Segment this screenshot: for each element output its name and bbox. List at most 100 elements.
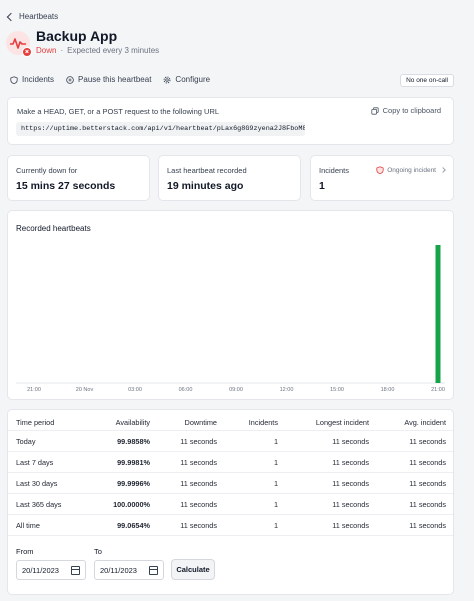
calculate-button[interactable]: Calculate — [171, 559, 215, 580]
x-tick-label: 20 Nov — [76, 387, 94, 393]
cell-avg-incident: 11 seconds — [409, 437, 446, 446]
column-header-availability: Availability — [115, 418, 150, 427]
row-divider — [8, 451, 453, 452]
column-header-time-period: Time period — [16, 418, 55, 427]
last-heartbeat-label: Last heartbeat recorded — [167, 166, 247, 175]
availability-table-card: Time period Availability Downtime Incidents… — [7, 409, 454, 595]
row-divider — [8, 514, 453, 515]
from-date-value: 20/11/2023 — [22, 566, 59, 575]
cell-incidents: 1 — [273, 521, 278, 530]
cell-downtime: 11 seconds — [180, 521, 217, 530]
cell-longest-incident: 11 seconds — [332, 479, 369, 488]
copy-to-clipboard-button[interactable]: Copy to clipboard — [371, 106, 441, 115]
cell-avg-incident: 11 seconds — [409, 521, 446, 530]
cell-downtime: 11 seconds — [180, 479, 217, 488]
url-instruction: Make a HEAD, GET, or a POST request to t… — [17, 107, 220, 116]
row-divider — [8, 472, 453, 473]
last-heartbeat-value: 19 minutes ago — [167, 180, 244, 192]
oncall-badge[interactable]: No one on-call — [400, 74, 454, 87]
chevron-left-icon — [6, 12, 16, 22]
cell-downtime: 11 seconds — [180, 458, 217, 467]
to-label: To — [94, 547, 102, 556]
calendar-icon — [149, 566, 158, 575]
stat-card-incidents: Incidents 1 Ongoing incident — [310, 155, 454, 201]
cell-longest-incident: 11 seconds — [332, 458, 369, 467]
heartbeat-status-icon — [6, 31, 32, 57]
down-for-label: Currently down for — [16, 166, 78, 175]
x-tick-label: 18:00 — [381, 387, 395, 393]
to-date-value: 20/11/2023 — [100, 566, 137, 575]
cell-avg-incident: 11 seconds — [409, 479, 446, 488]
x-tick-label: 21:00 — [431, 387, 445, 393]
heartbeat-url-card: Make a HEAD, GET, or a POST request to t… — [7, 97, 454, 145]
x-tick-label: 15:00 — [330, 387, 344, 393]
chevron-right-icon — [440, 167, 446, 173]
status-badge: Down — [36, 46, 57, 55]
column-header-avg-incident: Avg. incident — [404, 418, 446, 427]
incidents-count-value: 1 — [319, 180, 325, 192]
copy-icon — [371, 106, 379, 115]
copy-label: Copy to clipboard — [382, 106, 441, 115]
row-divider — [8, 430, 453, 431]
cell-downtime: 11 seconds — [180, 437, 217, 446]
cell-availability: 100.0000% — [113, 500, 150, 509]
x-tick-label: 09:00 — [229, 387, 243, 393]
cell-longest-incident: 11 seconds — [332, 437, 369, 446]
incidents-label: Incidents — [22, 75, 55, 84]
incidents-count-label: Incidents — [319, 166, 350, 175]
cell-avg-incident: 11 seconds — [409, 458, 446, 467]
x-tick-label: 03:00 — [128, 387, 142, 393]
breadcrumb[interactable]: Heartbeats — [6, 12, 59, 22]
cell-time-period: All time — [16, 521, 40, 530]
cell-incidents: 1 — [273, 479, 278, 488]
cell-time-period: Last 30 days — [16, 479, 58, 488]
shield-icon — [10, 75, 18, 84]
cell-incidents: 1 — [273, 437, 278, 446]
x-tick-label: 12:00 — [280, 387, 294, 393]
cell-time-period: Today — [16, 437, 36, 446]
from-date-input[interactable]: 20/11/2023 — [16, 560, 86, 580]
cell-availability: 99.9996% — [117, 479, 150, 488]
action-bar: Incidents Pause this heartbeat Configure — [10, 75, 210, 84]
incidents-button[interactable]: Incidents — [10, 75, 54, 84]
cell-time-period: Last 365 days — [16, 500, 62, 509]
heartbeats-chart: 21:00 20 Nov 03:00 06:00 09:00 12:00 15:00 18:0… — [16, 245, 445, 393]
configure-label: Configure — [175, 75, 211, 84]
cell-downtime: 11 seconds — [180, 500, 217, 509]
chart-title: Recorded heartbeats — [16, 224, 91, 233]
cell-incidents: 1 — [273, 500, 278, 509]
cell-availability: 99.9858% — [117, 437, 150, 446]
gear-icon — [163, 76, 171, 83]
cell-incidents: 1 — [273, 458, 278, 467]
cell-time-period: Last 7 days — [16, 458, 54, 467]
x-tick-label: 21:00 — [27, 387, 41, 393]
page-title: Backup App — [36, 28, 118, 44]
heartbeats-chart-card: Recorded heartbeats 21:00 20 Nov 03:00 06:0… — [7, 210, 454, 400]
column-header-downtime: Downtime — [184, 418, 217, 427]
status-line: Down · Expected every 3 minutes — [36, 46, 159, 55]
row-divider — [8, 535, 453, 536]
down-badge-icon — [22, 47, 32, 57]
cell-longest-incident: 11 seconds — [332, 500, 369, 509]
ongoing-incident-link[interactable]: Ongoing incident — [376, 166, 446, 174]
pulse-icon — [10, 38, 26, 49]
pause-heartbeat-button[interactable]: Pause this heartbeat — [66, 75, 151, 84]
configure-button[interactable]: Configure — [163, 75, 210, 84]
heartbeat-url[interactable]: https://uptime.betterstack.com/api/v1/he… — [16, 122, 305, 136]
down-for-value: 15 mins 27 seconds — [16, 180, 116, 192]
check-frequency: Expected every 3 minutes — [67, 46, 160, 55]
status-separator: · — [60, 46, 64, 55]
column-header-incidents: Incidents — [248, 418, 278, 427]
heartbeat-bar[interactable] — [435, 245, 441, 383]
to-date-input[interactable]: 20/11/2023 — [94, 560, 164, 580]
cell-avg-incident: 11 seconds — [409, 500, 446, 509]
x-tick-label: 06:00 — [179, 387, 193, 393]
shield-alert-icon — [376, 166, 384, 174]
breadcrumb-heartbeats[interactable]: Heartbeats — [19, 12, 59, 21]
row-divider — [8, 493, 453, 494]
ongoing-incident-label: Ongoing incident — [387, 166, 436, 174]
cell-availability: 99.0654% — [117, 521, 150, 530]
stat-card-last-heartbeat: Last heartbeat recorded 19 minutes ago — [158, 155, 301, 201]
calendar-icon — [71, 566, 80, 575]
pause-label: Pause this heartbeat — [78, 75, 152, 84]
